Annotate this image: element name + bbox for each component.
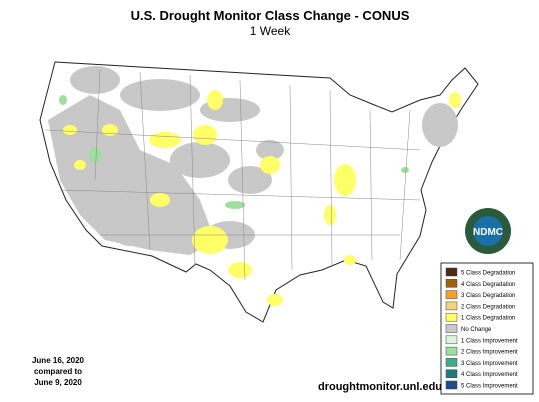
state-lines	[44, 69, 421, 281]
legend-swatch	[445, 301, 458, 311]
legend-label: 5 Class Degradation	[461, 271, 515, 277]
legend-label: 1 Class Improvement	[461, 338, 518, 344]
date-line: June 16, 2020	[32, 356, 85, 365]
legend: 5 Class Degradation 4 Class Degradation 3 …	[445, 267, 518, 390]
improvement-areas	[59, 95, 409, 209]
source-url: droughtmonitor.unl.edu	[318, 381, 442, 393]
legend-swatch	[445, 346, 458, 356]
map-title: U.S. Drought Monitor Class Change - CONU…	[131, 8, 410, 23]
map-subtitle: 1 Week	[250, 24, 291, 38]
legend-label: 1 Class Degradation	[461, 316, 515, 322]
no-change-areas	[48, 66, 458, 255]
legend-label: 5 Class Improvement	[461, 384, 518, 390]
logo-text: NDMC	[473, 227, 503, 238]
degradation-areas	[63, 90, 461, 306]
legend-swatch	[445, 290, 458, 299]
legend-swatch	[445, 324, 458, 333]
legend-label: No Change	[461, 327, 492, 333]
legend-swatch	[445, 312, 458, 322]
legend-swatch	[445, 335, 458, 345]
us-map	[39, 61, 479, 323]
legend-swatch	[445, 380, 458, 390]
legend-swatch	[445, 267, 458, 277]
legend-label: 4 Class Degradation	[461, 282, 515, 288]
legend-swatch	[445, 279, 458, 288]
legend-label: 3 Class Improvement	[461, 361, 518, 367]
date-line: June 9, 2020	[34, 378, 82, 387]
legend-swatch	[445, 358, 458, 367]
legend-label: 3 Class Degradation	[461, 293, 515, 299]
ndmc-logo: NDMC	[465, 208, 511, 254]
legend-swatch	[445, 369, 458, 378]
legend-label: 2 Class Improvement	[461, 350, 518, 356]
logo-globe	[473, 216, 503, 246]
date-line: compared to	[34, 367, 82, 376]
legend-label: 2 Class Degradation	[461, 304, 515, 310]
legend-label: 4 Class Improvement	[461, 372, 518, 378]
